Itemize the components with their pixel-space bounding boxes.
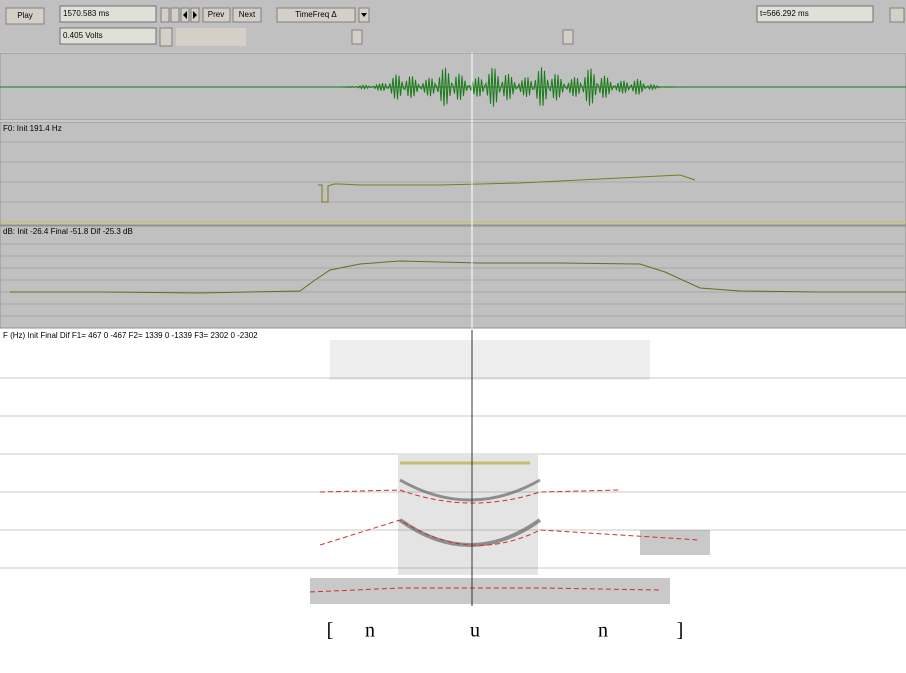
db-label: dB: Init -26.4 Final -51.8 Dif -25.3 dB	[3, 227, 133, 236]
play-label: Play	[17, 11, 33, 20]
prev-label: Prev	[208, 10, 224, 19]
time-value: 1570.583 ms	[63, 9, 109, 18]
next-label: Next	[239, 10, 256, 19]
formant-label: F (Hz) Init Final Dif F1= 467 0 -467 F2=…	[3, 331, 258, 340]
db-panel	[0, 226, 906, 328]
phone-label: n	[365, 620, 375, 642]
scroll-left[interactable]	[352, 30, 362, 44]
empty-box	[176, 28, 246, 46]
transcription: [ n u n]	[327, 620, 684, 642]
f0-label: F0: Init 191.4 Hz	[3, 124, 62, 133]
small-button[interactable]	[161, 8, 169, 22]
f0-panel	[0, 122, 906, 225]
cursor-time-value: t=566.292 ms	[760, 9, 809, 18]
scroll-right[interactable]	[563, 30, 573, 44]
phone-label: n	[598, 620, 608, 642]
volts-value: 0.405 Volts	[63, 31, 103, 40]
speech-analyzer: Play 1570.583 ms Prev Next TimeFreq Δ 0.…	[0, 0, 906, 668]
small-button[interactable]	[171, 8, 179, 22]
phone-label: ]	[677, 620, 684, 642]
mode-label: TimeFreq Δ	[295, 10, 337, 19]
spin-button[interactable]	[890, 8, 904, 22]
phone-label: u	[470, 620, 480, 642]
phone-label: [	[327, 620, 334, 642]
spinner[interactable]	[160, 28, 172, 46]
